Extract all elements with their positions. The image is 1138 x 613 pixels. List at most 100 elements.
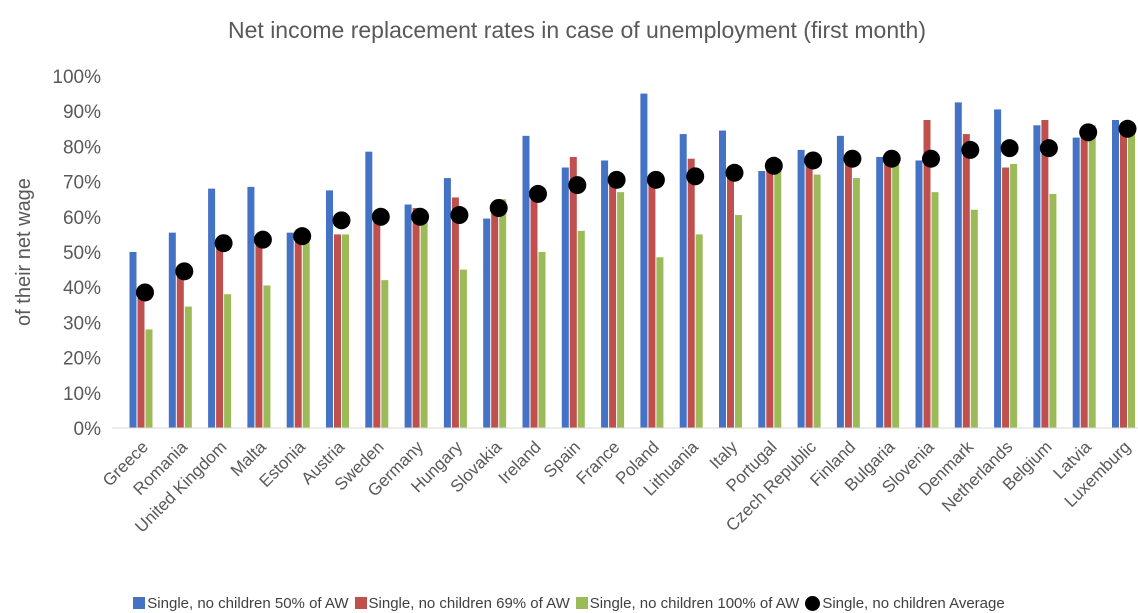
legend: Single, no children 50% of AW Single, no… [0,593,1138,613]
bar [208,188,216,428]
chart: Net income replacement rates in case of … [13,17,1138,536]
bar [1049,193,1057,428]
bar [923,120,931,428]
average-marker [1039,139,1058,158]
bar [719,130,726,428]
bar [381,280,389,428]
bar [1041,120,1049,428]
bar [876,156,884,428]
y-tick-label: 90% [63,102,101,123]
bar [1033,125,1041,428]
bar [915,160,923,429]
bar [1128,127,1135,428]
average-marker [804,151,823,170]
average-marker [764,156,783,175]
bar [727,172,734,428]
bar [499,199,507,428]
bar [774,162,782,429]
bar [538,252,546,428]
bar [1088,125,1096,428]
bar [1072,137,1080,428]
bar [530,193,538,428]
bar [129,252,137,428]
bar [1120,127,1127,428]
bar [184,306,192,428]
bar [648,179,656,428]
legend-label-50: Single, no children 50% of AW [147,594,349,612]
average-marker [253,230,272,249]
average-marker [568,176,587,195]
legend-label-average: Single, no children Average [822,594,1005,612]
bar [735,215,742,428]
bar [483,218,491,428]
x-tick-label: France [573,437,624,488]
bar [695,234,703,428]
bar [561,167,569,428]
y-tick-label: 40% [63,278,101,299]
bar [302,237,310,428]
bar [263,285,271,428]
bar [255,239,263,428]
legend-label-69: Single, no children 69% of AW [368,594,570,612]
average-marker [686,167,705,186]
bar [412,208,420,428]
average-marker [489,199,508,217]
bar [443,178,451,428]
average-marker [529,184,547,203]
bar [294,234,302,428]
bar [334,234,341,428]
bar [640,93,648,428]
bar [805,160,813,429]
average-marker [961,140,980,159]
average-marker [371,207,390,226]
average-marker [843,149,862,168]
bar [1112,120,1119,428]
legend-marker-average [805,595,821,611]
average-marker [411,207,430,226]
bar [224,294,232,428]
bar [617,192,625,428]
legend-item-69: Single, no children 69% of AW [354,594,570,612]
average-marker [922,149,940,168]
y-tick-label: 0% [74,419,102,440]
bar [970,209,978,428]
y-tick-label: 20% [63,349,101,370]
bar [1010,164,1018,428]
x-tick-label: Ireland [495,437,545,487]
bar [286,232,294,428]
legend-item-average: Single, no children Average [805,594,1005,612]
bar [168,232,176,428]
bar [797,149,805,429]
plot-area [129,93,1135,429]
average-marker [882,149,901,168]
bar [601,160,609,429]
chart-title: Net income replacement rates in case of … [228,17,926,43]
bar [884,158,892,428]
bar [491,209,499,428]
bar [365,151,373,428]
bar [1080,132,1088,428]
bar [326,190,333,428]
bar [679,134,687,428]
bar [342,234,349,428]
bar [569,156,577,428]
average-marker [1079,123,1098,142]
bar [892,156,900,428]
y-tick-label: 80% [63,137,101,158]
bar [813,174,821,428]
legend-item-50: Single, no children 50% of AW [133,594,349,612]
bar [1002,167,1010,428]
average-marker [607,170,626,189]
bar [145,329,153,428]
average-marker [646,170,665,189]
bar [687,158,695,428]
y-tick-label: 70% [63,173,101,194]
y-tick-label: 60% [63,208,101,229]
bar [522,135,530,428]
bar [836,135,844,428]
average-marker [293,227,312,246]
bar [609,181,617,428]
bar [216,241,224,428]
bar [954,102,962,429]
